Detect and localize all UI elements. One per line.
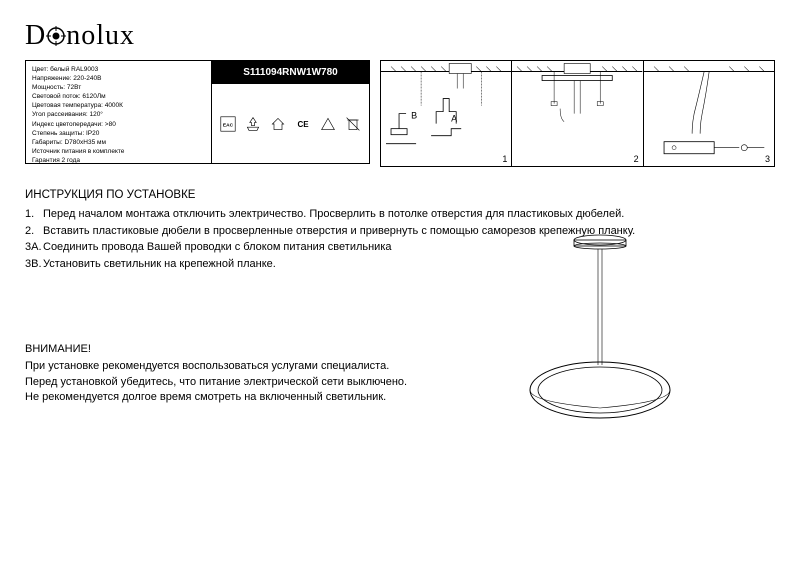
instruction-step-1: 1.Перед началом монтажа отключить электр… — [43, 207, 775, 222]
spec-flux: Световой поток: 6120Лм — [32, 92, 205, 101]
diagram-panel-1: A B 1 — [381, 61, 512, 166]
spec-list: Цвет: белый RAL9003 Напряжение: 220-240В… — [26, 61, 211, 163]
certification-row: EAC CE — [212, 84, 369, 163]
spec-warranty: Гарантия 2 года — [32, 156, 205, 165]
svg-text:EAC: EAC — [223, 122, 234, 128]
spec-dims: Габариты: D780xH35 мм — [32, 138, 205, 147]
bin-icon — [345, 116, 361, 132]
triangle-icon — [320, 116, 336, 132]
panel-2-num: 2 — [634, 154, 639, 164]
diagram-panel-3: 3 — [644, 61, 774, 166]
spec-voltage: Напряжение: 220-240В — [32, 74, 205, 83]
spec-temp: Цветовая температура: 4000К — [32, 101, 205, 110]
lamp-illustration — [520, 230, 680, 430]
spec-power: Мощность: 72Вт — [32, 83, 205, 92]
panel-1-num: 1 — [502, 154, 507, 164]
install-diagrams: A B 1 2 — [380, 60, 775, 167]
svg-text:CE: CE — [297, 120, 309, 129]
eac-icon: EAC — [220, 116, 236, 132]
top-row: Цвет: белый RAL9003 Напряжение: 220-240В… — [25, 60, 775, 167]
svg-text:A: A — [451, 114, 457, 124]
spec-color: Цвет: белый RAL9003 — [32, 65, 205, 74]
spec-cri: Индекс цветопередачи: >80 — [32, 120, 205, 129]
recycle-icon — [245, 116, 261, 132]
spec-angle: Угол рассеивания: 120° — [32, 110, 205, 119]
spec-supply: Источник питания в комплекте — [32, 147, 205, 156]
spec-right: S111094RNW1W780 EAC CE — [211, 61, 369, 163]
panel-3-num: 3 — [765, 154, 770, 164]
ce-icon: CE — [295, 116, 311, 132]
spec-box: Цвет: белый RAL9003 Напряжение: 220-240В… — [25, 60, 370, 164]
spec-ip: Степень защиты: IP20 — [32, 129, 205, 138]
house-icon — [270, 116, 286, 132]
model-number: S111094RNW1W780 — [212, 61, 369, 84]
instructions-title: ИНСТРУКЦИЯ ПО УСТАНОВКЕ — [25, 187, 775, 203]
diagram-panel-2: 2 — [512, 61, 643, 166]
svg-text:B: B — [411, 111, 417, 121]
brand-logo: Dnolux — [25, 20, 775, 52]
